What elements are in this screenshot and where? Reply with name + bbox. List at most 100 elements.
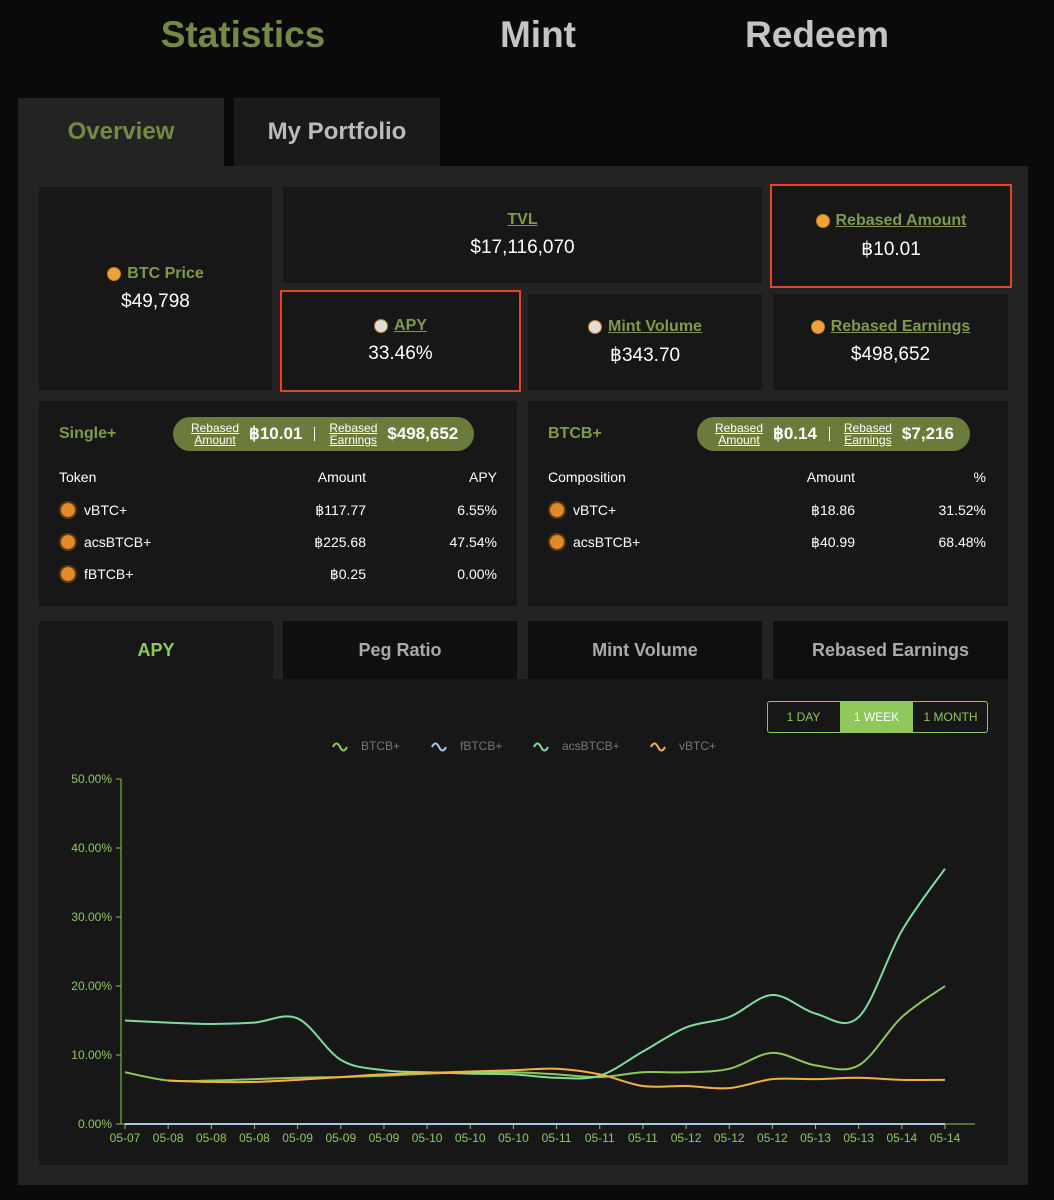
label: Rebased Earnings (810, 318, 971, 336)
x-tick-label: 05-09 (325, 1131, 356, 1145)
pill-value: $498,652 (387, 424, 459, 443)
icon (374, 319, 389, 333)
pill-divider (828, 427, 830, 441)
chart-tab[interactable]: Peg Ratio (283, 621, 517, 679)
x-tick-label: 05-10 (498, 1131, 529, 1145)
single-card: Single+ Rebased Amount ฿10.01 Rebased Earni… (39, 401, 517, 606)
token-icon (59, 533, 77, 551)
table-cell: 0.00% (457, 566, 497, 582)
pill-label[interactable]: Rebased Amount (714, 421, 764, 447)
icon (810, 320, 825, 334)
rebased-amount-card: Rebased Amount ฿10.01 (770, 184, 1012, 288)
x-tick-label: 05-10 (455, 1131, 486, 1145)
tvl-value: $17,116,070 (470, 237, 575, 258)
table-cell: 47.54% (449, 534, 497, 550)
chart-tab[interactable]: Rebased Earnings (773, 621, 1008, 679)
nav-redeem[interactable]: Redeem (745, 14, 889, 55)
y-tick-label: 20.00% (71, 979, 112, 993)
tab-portfolio[interactable]: My Portfolio (234, 98, 440, 166)
range-button[interactable]: 1 WEEK (840, 701, 913, 733)
token-icon (548, 501, 566, 519)
series-line (124, 868, 946, 1080)
table-cell: ฿117.77 (315, 502, 366, 518)
rebased-amount-value: ฿10.01 (861, 238, 921, 260)
label: TVL (507, 211, 537, 229)
table-cell: ฿18.86 (811, 502, 855, 518)
x-tick-label: 05-14 (886, 1131, 917, 1145)
x-tick-label: 05-12 (714, 1131, 745, 1145)
legend-icon (533, 742, 549, 752)
table-cell: 6.55% (457, 502, 497, 518)
table-cell: acsBTCB+ (573, 534, 641, 550)
legend-label: vBTC+ (679, 739, 716, 753)
rebased-earnings-label[interactable]: Rebased Earnings (830, 318, 971, 335)
x-tick-label: 05-13 (843, 1131, 874, 1145)
mint-volume-label[interactable]: Mint Volume (608, 317, 702, 335)
tvl-label[interactable]: TVL (507, 211, 538, 228)
legend-icon (650, 742, 666, 752)
nav-mint[interactable]: Mint (499, 14, 577, 55)
x-tick-label: 05-13 (800, 1131, 831, 1145)
pill-label[interactable]: Rebased Earnings (843, 421, 892, 447)
range-button[interactable]: 1 MONTH (923, 710, 978, 724)
nav-statistics[interactable]: Statistics (160, 14, 326, 55)
x-tick-label: 05-08 (153, 1131, 184, 1145)
table-cell: ฿225.68 (314, 534, 366, 550)
table-cell: ฿40.99 (811, 534, 855, 550)
summary-pill: Rebased Amount ฿10.01 Rebased Earnings $498… (173, 417, 475, 451)
chart-tab[interactable]: Mint Volume (528, 621, 762, 679)
token-icon (59, 501, 77, 519)
y-tick-label: 10.00% (71, 1048, 112, 1062)
pill-label[interactable]: Rebased Earnings (329, 421, 378, 447)
table-cell: fBTCB+ (84, 566, 134, 582)
x-tick-label: 05-12 (757, 1131, 788, 1145)
token-icon (548, 533, 566, 551)
x-tick-label: 05-11 (542, 1131, 572, 1145)
y-tick-label: 50.00% (71, 772, 112, 786)
icon (588, 319, 603, 334)
legend-label: BTCB+ (361, 739, 400, 753)
column-header: Amount (317, 469, 366, 485)
table-cell: acsBTCB+ (84, 534, 152, 550)
legend-label: acsBTCB+ (562, 739, 620, 753)
pill-label[interactable]: Rebased Amount (190, 421, 240, 447)
rebased-earnings-value: $498,652 (850, 344, 931, 365)
rebased-amount-label[interactable]: Rebased Amount (835, 211, 967, 229)
y-tick-label: 40.00% (71, 841, 112, 855)
y-tick-label: 30.00% (71, 910, 112, 924)
pill-divider (314, 427, 316, 441)
chart-tab[interactable]: APY (39, 621, 273, 679)
x-tick-label: 05-09 (282, 1131, 313, 1145)
x-tick-label: 05-14 (930, 1131, 961, 1145)
series-line (168, 1067, 946, 1090)
btcb-card: BTCB+ Rebased Amount ฿0.14 Rebased Earnings… (528, 401, 1008, 606)
table-cell: ฿0.25 (329, 566, 366, 582)
column-header: Token (59, 469, 97, 485)
table-cell: 31.52% (938, 502, 986, 518)
chart: 0.00% 10.00% 20.00% 30.00% 40.00% 50.00% 05-07… (71, 739, 975, 1145)
column-header: Composition (548, 469, 626, 485)
summary-pill: Rebased Amount ฿0.14 Rebased Earnings $7,21… (697, 417, 970, 451)
mint-volume-value: ฿343.70 (609, 344, 681, 366)
legend-label: fBTCB+ (460, 739, 502, 753)
series-line (124, 985, 946, 1083)
mint-volume-card: Mint Volume ฿343.70 (528, 294, 762, 390)
pill-value: ฿0.14 (773, 424, 817, 443)
range-button[interactable]: 1 DAY (786, 710, 821, 724)
x-tick-label: 05-11 (628, 1131, 658, 1145)
btc-price-card: BTC Price $49,798 (39, 187, 272, 390)
section-title: BTCB+ (548, 425, 602, 442)
column-header: Amount (806, 469, 855, 485)
token-icon (59, 565, 77, 583)
apy-label[interactable]: APY (394, 317, 427, 334)
legend-icon (431, 742, 447, 752)
table-cell: 68.48% (938, 534, 986, 550)
x-tick-label: 05-08 (196, 1131, 227, 1145)
rebased-earnings-card: Rebased Earnings $498,652 (773, 294, 1008, 390)
tab-overview[interactable]: Overview (18, 98, 224, 166)
x-tick-label: 05-07 (110, 1131, 141, 1145)
pill-value: ฿10.01 (249, 424, 303, 443)
y-tick-label: 0.00% (78, 1117, 112, 1131)
label: APY (374, 317, 427, 335)
